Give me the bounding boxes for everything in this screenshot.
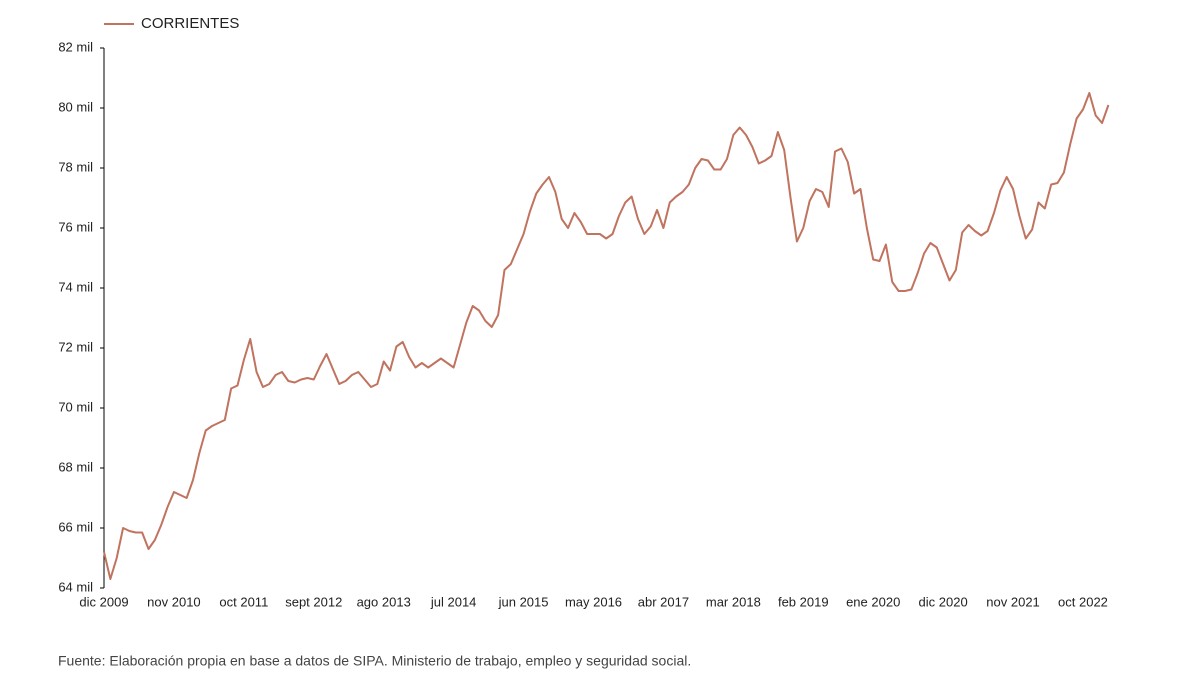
legend-label: CORRIENTES — [141, 15, 239, 32]
x-tick-label: may 2016 — [565, 594, 622, 609]
y-tick-label: 68 mil — [58, 459, 93, 474]
y-tick-label: 80 mil — [58, 99, 93, 114]
x-tick-label: oct 2022 — [1058, 594, 1108, 609]
x-tick-label: jun 2015 — [498, 594, 549, 609]
y-tick-label: 82 mil — [58, 39, 93, 54]
y-tick-label: 66 mil — [58, 519, 93, 534]
x-tick-label: dic 2009 — [79, 594, 128, 609]
x-tick-label: oct 2011 — [219, 594, 268, 609]
x-tick-label: sept 2012 — [285, 594, 342, 609]
source-note: Fuente: Elaboración propia en base a dat… — [58, 653, 691, 669]
y-tick-label: 74 mil — [58, 279, 93, 294]
y-tick-label: 70 mil — [58, 399, 93, 414]
x-tick-label: nov 2021 — [986, 594, 1040, 609]
x-tick-label: mar 2018 — [706, 594, 761, 609]
x-tick-label: nov 2010 — [147, 594, 201, 609]
y-tick-label: 64 mil — [58, 579, 93, 594]
y-tick-label: 72 mil — [58, 339, 93, 354]
y-tick-label: 78 mil — [58, 159, 93, 174]
x-tick-label: ene 2020 — [846, 594, 900, 609]
x-tick-label: feb 2019 — [778, 594, 829, 609]
x-tick-label: abr 2017 — [638, 594, 689, 609]
x-tick-label: dic 2020 — [919, 594, 968, 609]
x-tick-label: jul 2014 — [430, 594, 477, 609]
data-line — [103, 92, 1110, 580]
x-tick-label: ago 2013 — [357, 594, 411, 609]
y-tick-label: 76 mil — [58, 219, 93, 234]
